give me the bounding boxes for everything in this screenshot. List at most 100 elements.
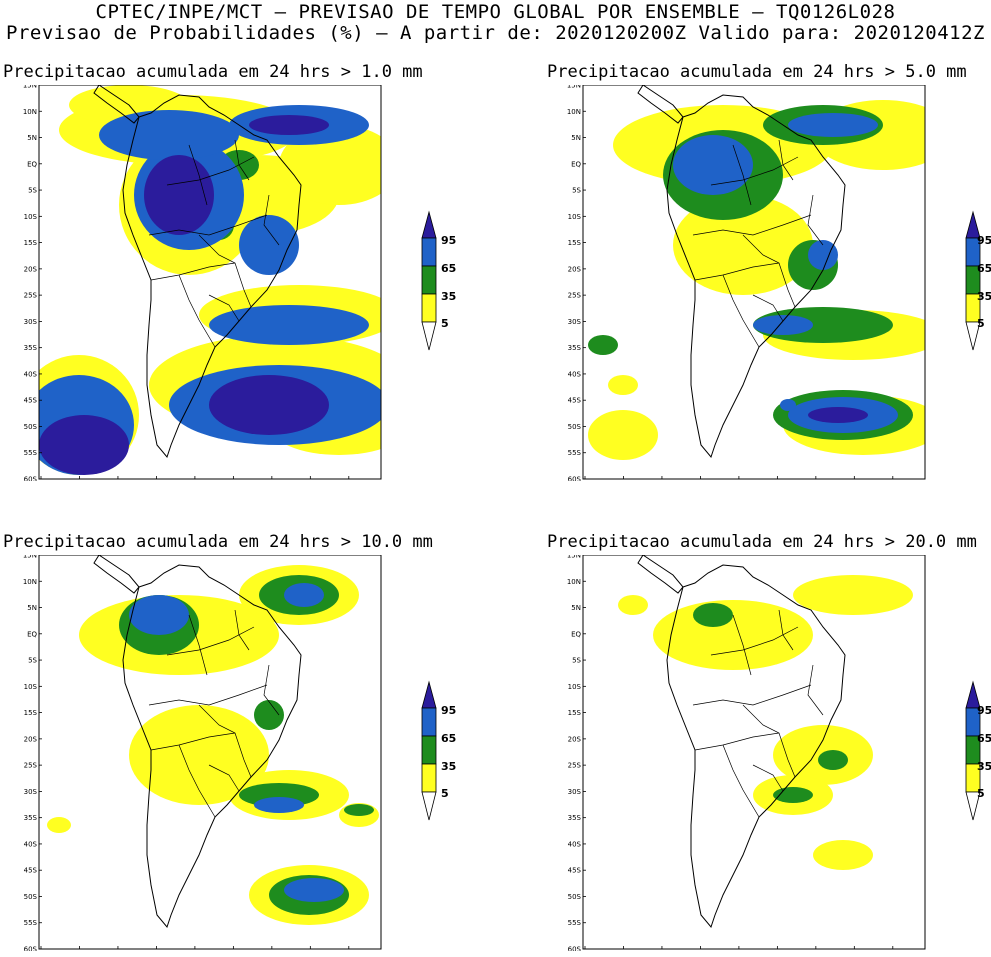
country-border (166, 626, 255, 656)
colorbar: 95 65 35 5 (419, 210, 456, 359)
colorbar-cap-low (421, 791, 437, 821)
probability-area-c65 (753, 315, 813, 335)
lat-label: 50S (568, 893, 582, 901)
lat-label: 55S (568, 919, 582, 927)
lat-label: 20S (568, 735, 582, 743)
lat-label: 5S (28, 187, 37, 195)
colorbar-band-65 (421, 707, 437, 737)
probability-area-c65 (673, 135, 753, 195)
lat-label: 15S (24, 709, 38, 717)
lat-label: 15S (568, 709, 582, 717)
country-border (234, 609, 250, 651)
colorbar-cap-low (965, 791, 981, 821)
lat-label: 60S (24, 946, 38, 952)
country-border (150, 732, 236, 751)
lat-label: 15S (24, 239, 38, 247)
colorbar-label-65: 65 (441, 732, 457, 745)
colorbar-label-95: 95 (977, 234, 991, 247)
country-border (778, 609, 794, 651)
country-border (208, 764, 240, 792)
figure-subtitle: Previsao de Probabilidades (%) – A parti… (6, 22, 985, 44)
colorbar-label-35: 35 (977, 290, 991, 303)
map-panel-10mm: Precipitacao acumulada em 24 hrs > 10.0 … (3, 532, 443, 952)
map-plot: 15N 10N 5N EQ 5S 10S 15S 20S 25S 30S 35S 40S 45S 50S 5… (23, 85, 382, 481)
country-border (732, 144, 752, 206)
lat-label: 10N (567, 108, 581, 116)
probability-area-c65 (209, 305, 369, 345)
map-panel-20mm: Precipitacao acumulada em 24 hrs > 20.0 … (547, 532, 987, 952)
probability-area-c5 (653, 600, 813, 670)
probability-area-c65 (808, 240, 838, 270)
probability-area-c5 (588, 410, 658, 460)
colorbar-cap-95 (421, 680, 437, 709)
probability-field (47, 565, 379, 925)
central-america-coastline (637, 85, 684, 124)
country-border (198, 704, 252, 778)
probability-area-c65 (254, 797, 304, 813)
lat-label: 10N (23, 578, 37, 586)
colorbar-label-5: 5 (441, 317, 449, 330)
colorbar-cap-95 (421, 210, 437, 239)
lat-label: 20S (24, 265, 38, 273)
probability-area-c65 (284, 878, 344, 902)
probability-area-c35 (254, 700, 284, 730)
probability-area-c35 (588, 335, 618, 355)
lat-label: EQ (27, 630, 37, 638)
lat-label: 45S (24, 397, 38, 405)
probability-area-c5 (813, 840, 873, 870)
country-border (148, 214, 268, 236)
lat-label: 40S (568, 370, 582, 378)
panel-title: Precipitacao acumulada em 24 hrs > 10.0 … (3, 532, 433, 552)
map-panel-5mm: Precipitacao acumulada em 24 hrs > 5.0 m… (547, 62, 987, 482)
country-border (234, 139, 250, 181)
country-border (263, 194, 280, 246)
lat-label: 10S (568, 683, 582, 691)
probability-field (588, 100, 925, 460)
lat-label: 50S (24, 423, 38, 431)
colorbar-band-5 (421, 293, 437, 323)
probability-map: 15N 10N 5N EQ 5S 10S 15S 20S 25S 30S 35S 40S 45S 50S 5… (23, 555, 382, 952)
country-border (742, 234, 796, 308)
lat-label: 30S (24, 318, 38, 326)
probability-area-c5 (793, 575, 913, 615)
lat-label: 55S (24, 449, 38, 457)
country-border (710, 156, 799, 186)
probability-area-c95 (209, 375, 329, 435)
probability-area-c35 (693, 603, 733, 627)
lat-label: 45S (24, 867, 38, 875)
south-america-coastline (666, 94, 846, 459)
lat-label: 30S (568, 788, 582, 796)
country-border (208, 294, 240, 322)
probability-area-c95 (808, 407, 868, 423)
lat-label: 5N (27, 604, 37, 612)
lat-label: 35S (568, 344, 582, 352)
probability-area-c35 (344, 804, 374, 816)
map-frame (582, 85, 926, 480)
lat-label: 15N (23, 85, 37, 90)
lat-label: 55S (568, 449, 582, 457)
panel-title: Precipitacao acumulada em 24 hrs > 20.0 … (547, 532, 977, 552)
colorbar-band-5 (421, 763, 437, 793)
country-border (807, 664, 824, 716)
colorbar-label-95: 95 (977, 704, 991, 717)
lat-label: 10S (568, 213, 582, 221)
country-border (692, 214, 812, 236)
lat-label: 40S (24, 840, 38, 848)
colorbar-label-5: 5 (441, 787, 449, 800)
country-border (694, 732, 780, 751)
lat-label: 10S (24, 213, 38, 221)
colorbar-label-95: 95 (441, 234, 457, 247)
lat-label: 5N (27, 134, 37, 142)
lat-label: 30S (24, 788, 38, 796)
lat-label: 15N (567, 555, 581, 560)
probability-area-c95 (144, 155, 214, 235)
lat-label: 5S (572, 657, 581, 665)
country-border (178, 274, 216, 348)
lat-label: 40S (24, 370, 38, 378)
lat-label: 5S (572, 187, 581, 195)
south-america-coastline (122, 564, 302, 929)
probability-area-c5 (47, 817, 71, 833)
map-plot: 15N 10N 5N EQ 5S 10S 15S 20S 25S 30S 35S 40S 45S 50S 5… (567, 85, 926, 481)
country-border (166, 156, 255, 186)
lat-label: 45S (568, 397, 582, 405)
